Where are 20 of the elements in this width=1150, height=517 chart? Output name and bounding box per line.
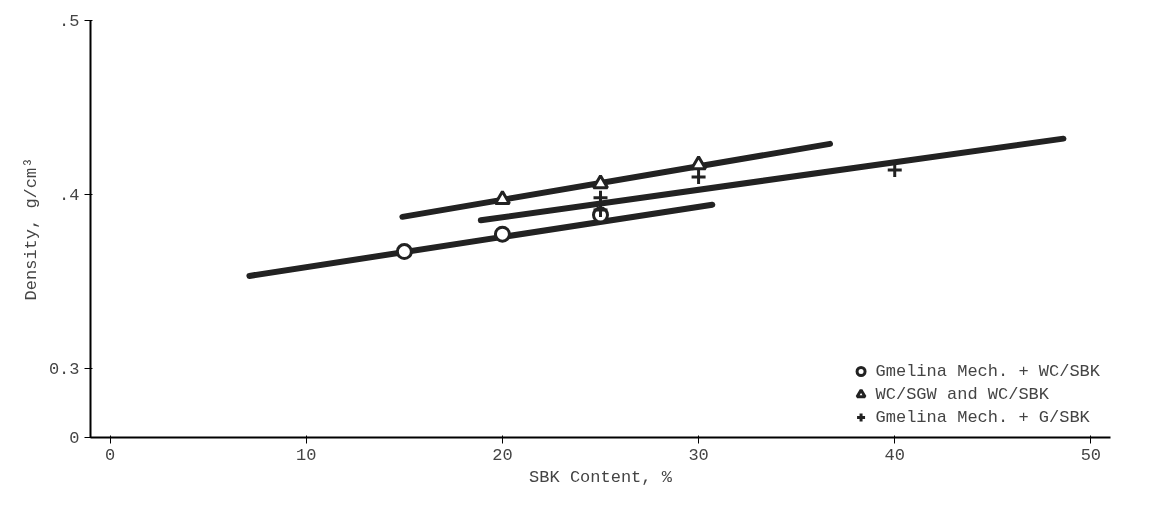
point xyxy=(493,225,511,243)
y-tick-label: 0.3 xyxy=(48,359,80,379)
legend-label: Gmelina Mech. + WC/SBK xyxy=(875,361,1100,381)
x-tick-label: 30 xyxy=(688,445,709,465)
x-axis-title: SBK Content, % xyxy=(529,467,673,487)
y-tick-label: .4 xyxy=(59,185,80,205)
legend-label: Gmelina Mech. + G/SBK xyxy=(875,407,1090,427)
point xyxy=(395,243,413,261)
point xyxy=(690,155,708,171)
y-tick-label: 0 xyxy=(69,429,80,448)
legend-label: WC/SGW and WC/SBK xyxy=(875,384,1049,404)
x-tick-label: 40 xyxy=(884,445,905,465)
point xyxy=(592,174,609,190)
point xyxy=(690,168,708,186)
x-tick-label: 50 xyxy=(1080,445,1102,465)
x-tick-label: 10 xyxy=(296,445,317,465)
y-axis-title: Density, g/cm³ xyxy=(21,157,41,301)
x-tick-label: 20 xyxy=(492,445,513,465)
x-tick-label: 0 xyxy=(105,445,116,465)
y-tick-label: .5 xyxy=(59,12,80,31)
